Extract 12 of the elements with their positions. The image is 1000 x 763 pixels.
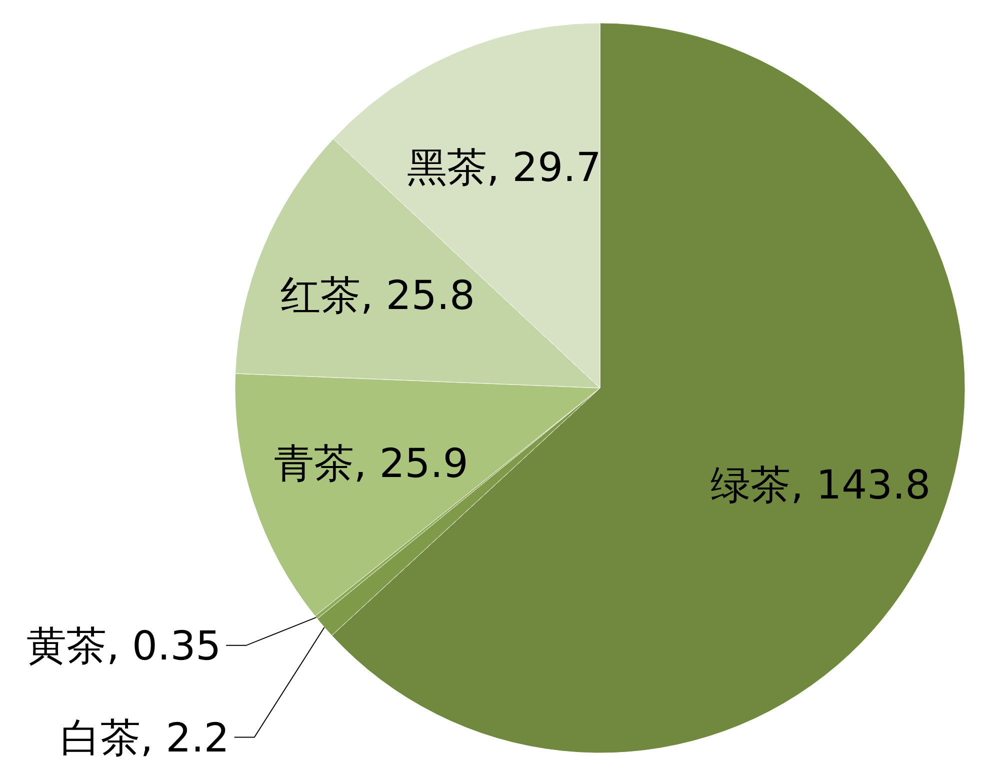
slice-label: 黄茶 [26, 623, 107, 670]
slice-label: 青茶 [274, 441, 354, 488]
slice-label: 黑茶 [406, 145, 487, 192]
data-label: , 29.7 [486, 145, 602, 192]
slice-label: 白茶 [60, 715, 140, 762]
slice-label: 红茶 [280, 273, 360, 320]
data-label: , 0.35 [106, 623, 222, 670]
data-label: , 25.8 [360, 273, 475, 320]
data-label: , 25.9 [354, 441, 468, 488]
data-label: , 2.2 [140, 715, 230, 762]
data-label: , 143.8 [790, 462, 931, 509]
slice-label: 绿茶 [710, 462, 791, 509]
